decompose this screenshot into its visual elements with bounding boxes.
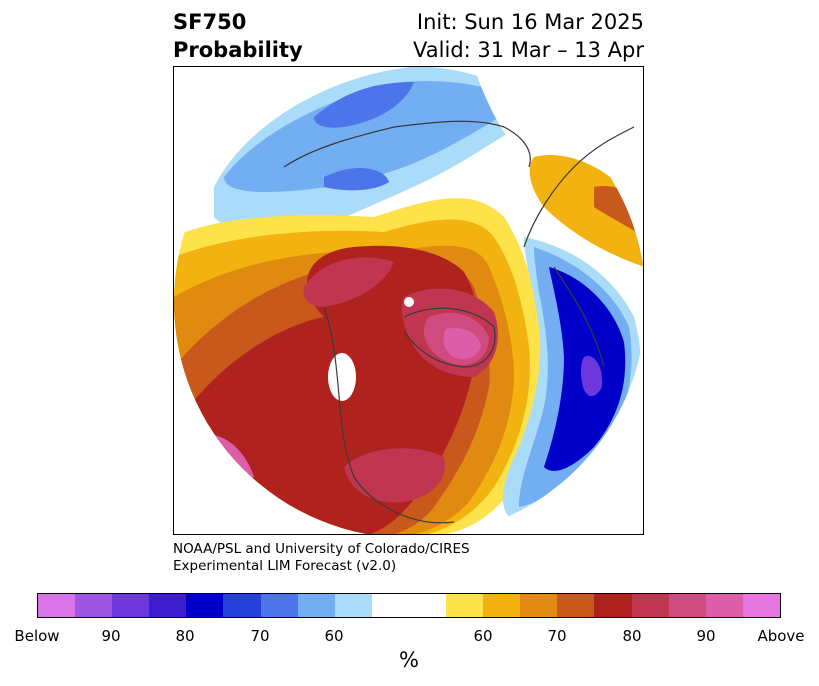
region-atlantic-purple [580,356,603,397]
credit-block: NOAA/PSL and University of Colorado/CIRE… [173,541,470,575]
region-neutral-pacific [328,353,356,401]
colorbar-cell [631,594,669,617]
colorbar-tick-label: 80 [622,627,642,645]
colorbar-cell [112,594,150,617]
title-left: SF750 Probability [173,8,303,64]
region-crimson-south [344,448,445,503]
init-date: Init: Sun 16 Mar 2025 [416,10,644,34]
colorbar-cell [334,594,372,617]
colorbar-tick-label: 60 [324,627,344,645]
colorbar-cell [371,594,409,617]
colorbar-tick-label: 90 [101,627,121,645]
colorbar-cell [75,594,113,617]
colorbar-tick-label: Above [757,627,805,645]
colorbar-tick-label: 70 [250,627,270,645]
region-crimson-west [303,257,394,307]
colorbar-tick-label: Below [14,627,60,645]
colorbar-cell [408,594,447,617]
colorbar-cell [297,594,335,617]
colorbar-cell [594,594,632,617]
region-blue-north-core [314,82,414,128]
coast-europe [523,126,635,248]
colorbar-cell [705,594,743,617]
product-name: Probability [173,38,303,62]
colorbar-cell [520,594,558,617]
polar-map [174,67,643,534]
colorbar-cell [483,594,521,617]
variable-name: SF750 [173,10,247,34]
colorbar-cell [446,594,484,617]
region-pink [443,327,481,359]
colorbar-cell [742,594,780,617]
colorbar-cell [557,594,595,617]
valid-range: Valid: 31 Mar – 13 Apr [413,38,644,62]
region-blue-north-core2 [324,167,389,191]
colorbar-tick-label: 90 [696,627,716,645]
colorbar-cell [38,594,76,617]
coast-eurasia [283,120,531,168]
coast-greenland [403,307,496,368]
colorbar-tick-label: 70 [547,627,567,645]
colorbar-tick-label: 60 [473,627,493,645]
region-blue-north-mid [224,81,524,192]
pole-marker [404,297,414,307]
colorbar-cell [668,594,706,617]
credit-line-1: NOAA/PSL and University of Colorado/CIRE… [173,541,470,557]
colorbar-unit: % [399,648,419,672]
anomaly-field [174,67,643,534]
colorbar [37,593,781,618]
colorbar-cell [149,594,187,617]
map-panel [173,66,644,535]
title-right: Init: Sun 16 Mar 2025 Valid: 31 Mar – 13… [413,8,644,64]
coast-namerica [323,306,455,524]
coast-africa [553,266,605,368]
coastlines [283,120,635,524]
colorbar-tick-label: 80 [175,627,195,645]
colorbar-cell [223,594,261,617]
credit-line-2: Experimental LIM Forecast (v2.0) [173,558,397,574]
colorbar-cell [186,594,224,617]
colorbar-cell [260,594,298,617]
